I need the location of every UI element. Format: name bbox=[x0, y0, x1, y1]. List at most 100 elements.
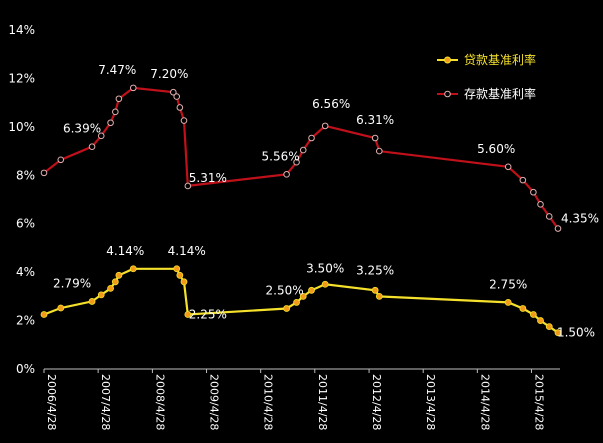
data-point bbox=[554, 225, 562, 232]
data-point bbox=[308, 134, 315, 142]
data-label: 6.39% bbox=[63, 122, 101, 136]
legend-marker bbox=[444, 56, 451, 64]
data-label: 2.75% bbox=[489, 277, 527, 291]
data-point bbox=[293, 299, 300, 306]
x-tick-label: 2008/4/28 bbox=[153, 374, 166, 430]
data-point bbox=[88, 143, 96, 151]
data-point bbox=[173, 265, 181, 273]
data-label: 5.56% bbox=[262, 149, 300, 163]
data-label: 4.14% bbox=[168, 244, 206, 258]
data-point bbox=[545, 323, 553, 331]
legend-marker bbox=[444, 90, 451, 98]
data-label: 4.35% bbox=[561, 212, 599, 226]
data-label: 2.25% bbox=[189, 308, 227, 322]
y-tick-label: 12% bbox=[8, 71, 35, 85]
data-point bbox=[57, 156, 65, 164]
x-tick-label: 2009/4/28 bbox=[208, 374, 221, 430]
data-point bbox=[299, 146, 307, 154]
legend-label: 贷款基准利率 bbox=[464, 52, 536, 67]
x-tick-label: 2015/4/28 bbox=[532, 374, 545, 430]
data-point bbox=[184, 182, 192, 190]
data-label: 6.56% bbox=[312, 97, 350, 111]
series-line bbox=[43, 267, 559, 334]
series-deposit-rate: 6.39% 7.47% 7.20% 5.31% 5.56% 6.56% 6.31% 5.60%… bbox=[40, 63, 599, 232]
data-point bbox=[293, 158, 300, 166]
data-point bbox=[115, 95, 123, 103]
y-tick-label: 14% bbox=[8, 23, 35, 37]
data-point bbox=[299, 292, 307, 300]
data-point bbox=[180, 117, 188, 124]
data-point bbox=[112, 108, 119, 116]
data-point bbox=[371, 134, 379, 142]
data-point bbox=[107, 119, 114, 127]
data-point bbox=[283, 305, 291, 312]
data-point bbox=[321, 280, 329, 288]
data-point bbox=[97, 132, 105, 140]
data-label: 7.47% bbox=[98, 63, 136, 77]
data-point bbox=[88, 298, 96, 305]
data-point bbox=[530, 188, 537, 196]
data-point bbox=[129, 265, 137, 273]
legend-label: 存款基准利率 bbox=[464, 86, 536, 101]
data-point bbox=[184, 311, 192, 318]
y-tick-label: 8% bbox=[16, 168, 35, 182]
data-point bbox=[129, 84, 137, 92]
y-tick-label: 2% bbox=[16, 314, 35, 328]
x-tick-label: 2011/4/28 bbox=[316, 374, 329, 430]
data-label: 5.31% bbox=[189, 171, 227, 185]
data-label: 1.50% bbox=[557, 326, 595, 340]
x-tick-label: 2010/4/28 bbox=[262, 374, 275, 430]
plot-area: 2.79% 4.14% 4.14% 2.25% 2.50%3.50% 3.25% 2.75%… bbox=[40, 63, 599, 340]
data-point bbox=[111, 278, 119, 286]
data-point bbox=[519, 176, 527, 184]
x-tick-label: 2012/4/28 bbox=[370, 374, 383, 430]
x-tick-label: 2014/4/28 bbox=[478, 374, 491, 430]
data-point bbox=[504, 299, 512, 306]
data-point bbox=[519, 305, 527, 312]
x-tick-label: 2007/4/28 bbox=[99, 374, 112, 430]
data-point bbox=[115, 271, 123, 279]
data-point bbox=[176, 271, 184, 279]
data-point bbox=[375, 292, 383, 300]
data-point bbox=[170, 88, 177, 96]
y-axis-ticks: 0% 2% 4% 6% 8% 10% 12% 14% bbox=[8, 23, 35, 376]
data-point bbox=[371, 286, 379, 294]
data-label: 3.25% bbox=[356, 263, 394, 277]
data-label: 2.50% bbox=[266, 283, 304, 297]
data-point bbox=[529, 311, 537, 318]
data-point bbox=[321, 122, 329, 130]
data-label: 6.31% bbox=[356, 113, 394, 127]
data-point bbox=[283, 171, 290, 178]
series-line bbox=[43, 86, 559, 230]
data-point bbox=[180, 278, 188, 286]
data-point bbox=[537, 201, 544, 208]
data-label: 3.50% bbox=[306, 261, 344, 275]
y-tick-label: 0% bbox=[16, 362, 35, 376]
data-point bbox=[176, 104, 184, 111]
y-tick-label: 4% bbox=[16, 265, 35, 279]
series-loan-rate: 2.79% 4.14% 4.14% 2.25% 2.50%3.50% 3.25% 2.75%… bbox=[40, 244, 595, 340]
data-label: 7.20% bbox=[150, 67, 188, 81]
data-label: 4.14% bbox=[106, 244, 144, 258]
data-point bbox=[107, 284, 114, 292]
data-point bbox=[57, 304, 65, 312]
y-tick-label: 10% bbox=[8, 120, 35, 134]
data-point bbox=[554, 329, 562, 337]
data-point bbox=[40, 311, 48, 318]
data-point bbox=[537, 317, 544, 324]
data-label: 2.79% bbox=[53, 276, 91, 290]
data-label: 5.60% bbox=[477, 142, 515, 156]
data-point bbox=[40, 169, 48, 177]
x-tick-label: 2013/4/28 bbox=[424, 374, 437, 430]
x-axis-ticks: 2006/4/28 2007/4/28 2008/4/28 2009/4/28 2010… bbox=[43, 369, 545, 430]
y-tick-label: 6% bbox=[16, 217, 35, 231]
data-point bbox=[504, 163, 512, 171]
x-tick-label: 2006/4/28 bbox=[45, 374, 58, 430]
data-point bbox=[308, 286, 315, 294]
data-point bbox=[173, 93, 181, 100]
data-point bbox=[376, 147, 383, 155]
data-point bbox=[545, 213, 553, 220]
data-point bbox=[97, 291, 105, 299]
